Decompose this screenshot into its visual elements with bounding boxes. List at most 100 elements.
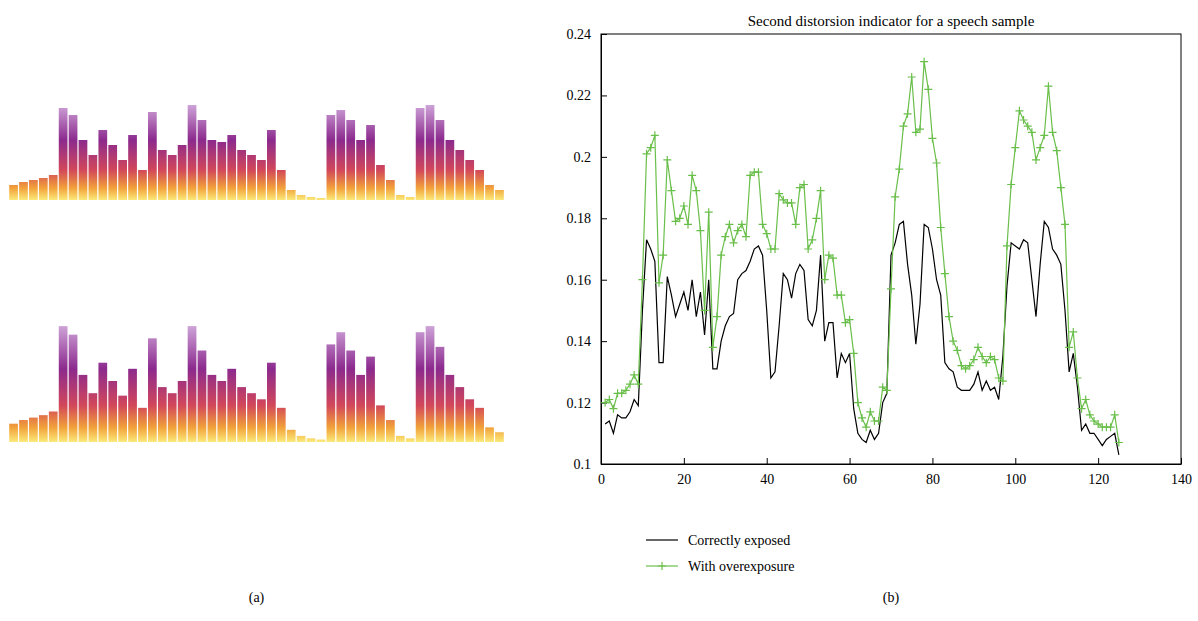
x-tick-mark bbox=[767, 458, 768, 464]
series-marker bbox=[775, 190, 783, 198]
series-marker bbox=[1040, 131, 1048, 139]
spectrogram-column bbox=[9, 185, 18, 200]
series-marker bbox=[721, 233, 729, 241]
series-marker bbox=[1003, 242, 1011, 250]
series-marker bbox=[713, 313, 721, 321]
spectrogram-column bbox=[327, 344, 336, 442]
x-tick-label: 60 bbox=[843, 472, 857, 487]
spectrogram-column bbox=[19, 182, 28, 200]
spectrogram-column bbox=[396, 195, 405, 200]
spectrogram-column bbox=[386, 420, 395, 442]
spectrogram-column bbox=[386, 180, 395, 200]
series-marker bbox=[667, 187, 675, 195]
y-tick-label: 0.2 bbox=[574, 150, 592, 165]
series-marker bbox=[630, 371, 638, 379]
spectrogram-column bbox=[29, 418, 38, 442]
spectrogram-column bbox=[128, 135, 137, 200]
series-marker bbox=[1015, 107, 1023, 115]
y-tick-label: 0.14 bbox=[567, 334, 592, 349]
spectrogram-column bbox=[277, 170, 286, 200]
spectrogram-column bbox=[227, 135, 236, 200]
x-tick-mark bbox=[932, 458, 933, 464]
x-axis: 020406080100120140 bbox=[598, 458, 1192, 487]
spectrogram-column bbox=[108, 145, 117, 200]
series-marker bbox=[941, 270, 949, 278]
series-marker bbox=[1007, 181, 1015, 189]
series-marker bbox=[974, 343, 982, 351]
spectrogram-column bbox=[475, 408, 484, 442]
spectrogram-column bbox=[148, 112, 157, 200]
spectrogram-column bbox=[317, 440, 326, 442]
spectrogram-column bbox=[217, 142, 226, 200]
series-marker bbox=[626, 380, 634, 388]
x-tick: 140 bbox=[1171, 458, 1192, 487]
spectrogram-column bbox=[455, 150, 464, 200]
series-line bbox=[605, 221, 1119, 454]
y-tick: 0.16 bbox=[567, 273, 608, 288]
series-marker bbox=[701, 306, 709, 314]
spectrogram-column bbox=[356, 375, 365, 442]
spectrogram-column bbox=[59, 108, 68, 200]
series-marker bbox=[949, 337, 957, 345]
x-tick-label: 120 bbox=[1088, 472, 1109, 487]
series-marker bbox=[991, 356, 999, 364]
legend-marker bbox=[658, 562, 666, 570]
y-tick: 0.1 bbox=[574, 457, 608, 472]
spectrogram bbox=[9, 326, 504, 442]
y-tick: 0.2 bbox=[574, 150, 608, 165]
y-tick: 0.24 bbox=[567, 27, 608, 42]
series-marker bbox=[725, 220, 733, 228]
spectrogram-column bbox=[495, 432, 504, 442]
series-marker bbox=[1073, 374, 1081, 382]
series-marker bbox=[651, 131, 659, 139]
spectrogram-column bbox=[336, 110, 345, 200]
series-marker bbox=[792, 220, 800, 228]
x-tick-label: 20 bbox=[677, 472, 691, 487]
series-marker bbox=[850, 349, 858, 357]
x-tick-label: 100 bbox=[1005, 472, 1026, 487]
spectrogram-column bbox=[128, 369, 137, 442]
spectrogram-column bbox=[39, 415, 48, 442]
x-tick-mark bbox=[850, 458, 851, 464]
series-marker bbox=[1049, 128, 1057, 136]
x-tick: 20 bbox=[677, 458, 691, 487]
series-marker bbox=[730, 239, 738, 247]
spectrogram-column bbox=[446, 140, 455, 200]
series-marker bbox=[808, 236, 816, 244]
spectrogram-column bbox=[297, 195, 306, 200]
y-tick-mark bbox=[601, 95, 607, 96]
figure: (a)Second distorsion indicator for a spe… bbox=[0, 0, 1198, 621]
series-marker bbox=[858, 414, 866, 422]
series-marker bbox=[866, 408, 874, 416]
spectrogram-column bbox=[356, 140, 365, 200]
y-tick-mark bbox=[601, 464, 607, 465]
spectrogram-column bbox=[297, 436, 306, 442]
series-marker bbox=[1024, 122, 1032, 130]
series-marker bbox=[899, 122, 907, 130]
spectrogram-column bbox=[267, 130, 276, 200]
spectrogram-column bbox=[158, 150, 167, 200]
y-tick: 0.14 bbox=[567, 334, 608, 349]
spectrogram-column bbox=[247, 155, 256, 200]
series-marker bbox=[609, 405, 617, 413]
spectrogram-column bbox=[267, 363, 276, 442]
x-tick-mark bbox=[684, 458, 685, 464]
series-marker bbox=[1069, 328, 1077, 336]
spectrogram-column bbox=[49, 175, 58, 200]
y-tick: 0.18 bbox=[567, 211, 608, 226]
y-tick: 0.22 bbox=[567, 88, 608, 103]
series-marker bbox=[638, 276, 646, 284]
spectrogram-column bbox=[79, 375, 88, 442]
spectrogram-column bbox=[455, 387, 464, 442]
series-marker bbox=[904, 110, 912, 118]
spectrogram-column bbox=[336, 332, 345, 442]
spectrogram-column bbox=[237, 150, 246, 200]
series-marker bbox=[908, 73, 916, 81]
series-marker bbox=[659, 251, 667, 259]
spectrogram-column bbox=[49, 412, 58, 443]
spectrogram-column bbox=[29, 180, 38, 200]
series-marker bbox=[688, 171, 696, 179]
series-marker bbox=[821, 276, 829, 284]
spectrogram-column bbox=[79, 140, 88, 200]
series-marker bbox=[916, 125, 924, 133]
